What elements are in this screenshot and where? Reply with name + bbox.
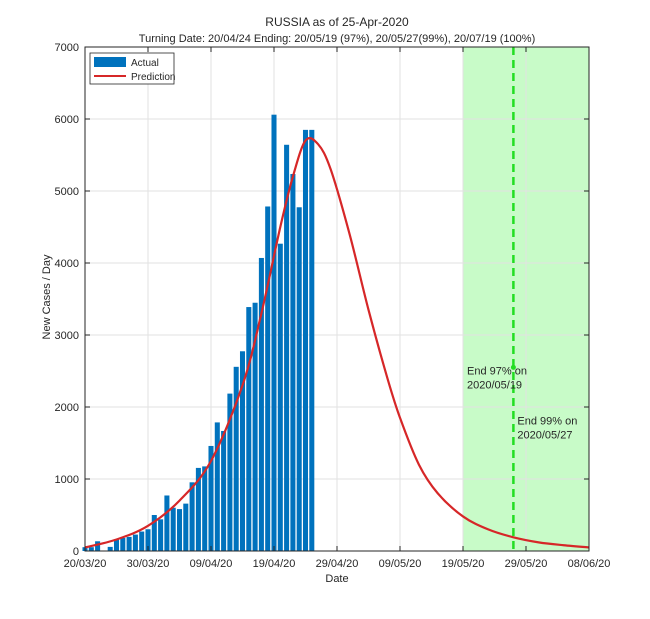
- bar: [221, 430, 227, 551]
- bar: [302, 129, 309, 551]
- x-tick-label: 29/05/20: [505, 558, 548, 570]
- y-tick-label: 4000: [55, 258, 79, 270]
- x-tick-label: 20/03/20: [64, 558, 107, 570]
- x-tick-label: 09/04/20: [190, 558, 233, 570]
- legend: Actual Prediction: [89, 52, 175, 85]
- bar: [176, 509, 183, 551]
- bar: [239, 351, 246, 551]
- y-tick-label: 7000: [55, 42, 79, 54]
- chart-title: RUSSIA as of 25-Apr-2020: [265, 15, 409, 29]
- bar: [258, 257, 264, 551]
- chart-subtitle: Turning Date: 20/04/24 Ending: 20/05/19 …: [139, 33, 535, 45]
- annotation-line-2: 2020/05/19: [467, 380, 522, 392]
- annotation-line-1: End 97% on: [467, 366, 527, 378]
- bar: [271, 114, 277, 552]
- bar: [296, 207, 302, 551]
- annotation-line-1: End 99% on: [517, 415, 577, 427]
- bar: [277, 243, 283, 552]
- bar: [208, 445, 214, 551]
- y-tick-label: 1000: [55, 474, 79, 486]
- bar: [145, 529, 151, 551]
- bar: [227, 393, 233, 551]
- bar: [202, 466, 208, 551]
- bar: [113, 539, 120, 551]
- annotation-line-2: 2020/05/27: [517, 429, 572, 441]
- y-tick-label: 6000: [55, 114, 79, 126]
- x-axis-label: Date: [325, 573, 348, 585]
- bar: [95, 541, 101, 551]
- bar: [126, 536, 132, 551]
- bar: [88, 547, 94, 551]
- x-tick-label: 19/04/20: [253, 558, 296, 570]
- x-tick-label: 19/05/20: [442, 558, 485, 570]
- end-marker: [510, 364, 516, 370]
- bar: [252, 302, 258, 551]
- bar: [233, 366, 239, 551]
- bar: [246, 307, 252, 551]
- bar: [189, 482, 195, 551]
- bar: [290, 174, 296, 551]
- bar: [265, 206, 271, 552]
- bar: [284, 144, 290, 551]
- bar: [139, 531, 145, 551]
- bar: [132, 534, 138, 551]
- bar: [107, 546, 113, 551]
- legend-swatch-actual: [94, 57, 126, 67]
- bar: [151, 515, 157, 551]
- x-tick-label: 09/05/20: [379, 558, 422, 570]
- y-tick-label: 0: [73, 546, 79, 558]
- legend-label-actual: Actual: [131, 58, 159, 69]
- plot-area: End 97% on 2020/05/19 End 99% on 2020/05/27…: [55, 42, 611, 570]
- legend-label-prediction: Prediction: [131, 72, 175, 83]
- bar: [120, 537, 126, 551]
- prediction-line: [84, 137, 590, 549]
- x-tick-label: 29/04/20: [316, 558, 359, 570]
- bar: [164, 495, 170, 551]
- bar: [170, 507, 176, 551]
- x-tick-label: 08/06/20: [568, 558, 611, 570]
- bar: [183, 503, 189, 551]
- y-axis-label: New Cases / Day: [41, 254, 53, 339]
- bar: [309, 129, 315, 551]
- y-tick-label: 2000: [55, 402, 79, 414]
- y-tick-label: 3000: [55, 330, 79, 342]
- bar: [214, 422, 220, 551]
- x-tick-label: 30/03/20: [127, 558, 170, 570]
- y-tick-label: 5000: [55, 186, 79, 198]
- bar: [195, 467, 201, 551]
- bar: [158, 519, 164, 551]
